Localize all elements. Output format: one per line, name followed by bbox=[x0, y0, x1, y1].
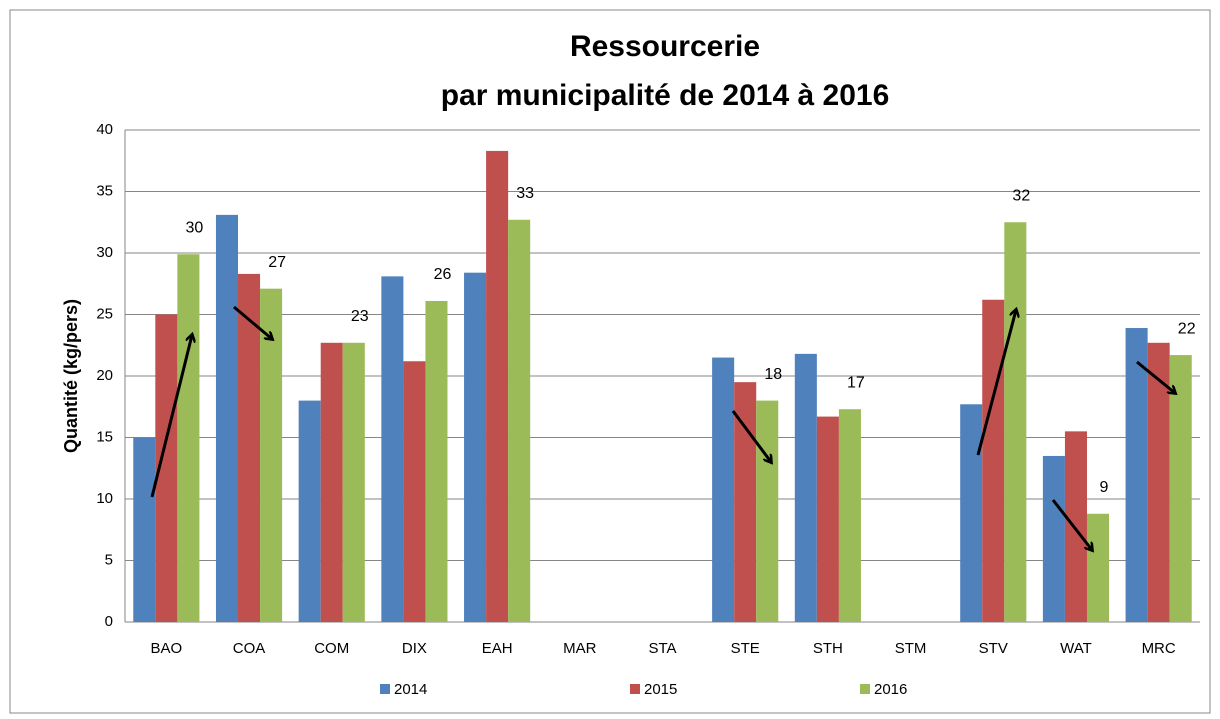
y-tick-label: 20 bbox=[96, 367, 113, 384]
y-tick-label: 10 bbox=[96, 490, 113, 507]
bar bbox=[486, 150, 509, 622]
bar bbox=[794, 353, 817, 622]
data-label: 27 bbox=[268, 254, 286, 271]
bar bbox=[215, 214, 239, 622]
arrow bbox=[233, 305, 272, 339]
x-tick-label: BAO bbox=[151, 640, 183, 657]
bar bbox=[1147, 342, 1170, 622]
bar bbox=[1064, 431, 1087, 622]
y-tick-label: 30 bbox=[96, 244, 113, 261]
y-tick-label: 35 bbox=[96, 182, 113, 199]
bar bbox=[816, 416, 839, 622]
legend-label: 2015 bbox=[644, 681, 677, 698]
bar bbox=[403, 361, 426, 622]
bar bbox=[133, 437, 156, 622]
legend-swatch bbox=[630, 684, 640, 694]
x-tick-label: MAR bbox=[563, 640, 597, 657]
x-tick-label: STE bbox=[731, 640, 760, 657]
bar bbox=[177, 254, 200, 623]
arrow bbox=[1136, 360, 1175, 393]
bar bbox=[320, 342, 343, 622]
data-label: 17 bbox=[847, 374, 865, 391]
bar bbox=[155, 314, 178, 622]
y-tick-label: 25 bbox=[96, 305, 113, 322]
bar bbox=[982, 299, 1005, 622]
x-tick-label: WAT bbox=[1060, 640, 1092, 657]
x-tick-label: EAH bbox=[482, 640, 513, 657]
data-label: 30 bbox=[185, 219, 203, 236]
arrow bbox=[731, 410, 771, 462]
y-tick-label: 0 bbox=[105, 613, 113, 630]
bar bbox=[1004, 222, 1027, 622]
y-tick-label: 40 bbox=[96, 121, 113, 138]
data-label: 26 bbox=[434, 266, 452, 283]
x-tick-label: STH bbox=[813, 640, 843, 657]
bar bbox=[1042, 455, 1065, 622]
bar bbox=[381, 276, 404, 622]
bar bbox=[838, 409, 861, 622]
chart-title: Ressourcerie bbox=[570, 30, 760, 63]
bar bbox=[1125, 328, 1148, 622]
data-label: 33 bbox=[516, 185, 534, 202]
frame bbox=[9, 9, 1211, 714]
y-tick-label: 15 bbox=[96, 428, 113, 445]
bar bbox=[1086, 513, 1110, 622]
bar bbox=[508, 219, 531, 623]
arrow bbox=[1051, 499, 1092, 550]
y-tick-label: 5 bbox=[105, 551, 113, 568]
bar bbox=[238, 273, 261, 622]
legend-swatch bbox=[860, 684, 870, 694]
bar bbox=[1169, 355, 1192, 622]
arrows bbox=[150, 305, 1175, 550]
bar bbox=[342, 342, 365, 622]
x-tick-label: DIX bbox=[402, 640, 427, 657]
x-tick-label: STV bbox=[979, 640, 1008, 657]
y-axis-label: Quantité (kg/pers) bbox=[61, 299, 81, 453]
bar bbox=[712, 357, 735, 622]
bar bbox=[960, 404, 983, 622]
bar bbox=[756, 400, 779, 622]
data-label: 22 bbox=[1178, 320, 1196, 337]
x-tick-label: COM bbox=[314, 640, 349, 657]
arrow bbox=[976, 310, 1016, 456]
data-label: 18 bbox=[764, 366, 782, 383]
chart-subtitle: par municipalité de 2014 à 2016 bbox=[441, 79, 890, 112]
bar bbox=[425, 300, 448, 622]
x-tick-label: COA bbox=[233, 640, 266, 657]
bar bbox=[260, 288, 283, 622]
arrow bbox=[150, 335, 192, 498]
data-label: 9 bbox=[1100, 479, 1109, 496]
legend-label: 2014 bbox=[394, 681, 427, 698]
legend-swatch bbox=[380, 684, 390, 694]
x-tick-label: STA bbox=[648, 640, 676, 657]
legend-label: 2016 bbox=[874, 681, 907, 698]
x-tick-label: STM bbox=[895, 640, 927, 657]
bar bbox=[298, 400, 321, 622]
data-label: 32 bbox=[1012, 187, 1030, 204]
x-tick-label: MRC bbox=[1142, 640, 1176, 657]
bar bbox=[734, 382, 757, 622]
data-label: 23 bbox=[351, 308, 369, 325]
bar bbox=[464, 272, 487, 622]
